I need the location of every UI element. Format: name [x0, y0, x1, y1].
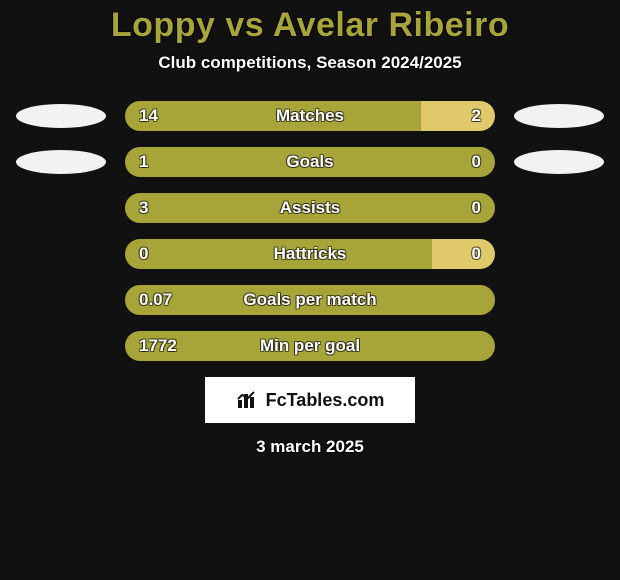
player-left-ellipse	[16, 104, 106, 128]
stat-row: Goals per match 0.07	[0, 285, 620, 315]
stat-label: Hattricks	[274, 244, 347, 264]
stat-value-left: 3	[139, 198, 148, 218]
bar-right-segment	[432, 239, 495, 269]
stat-value-right: 0	[472, 244, 481, 264]
stat-bar: Hattricks 0 0	[125, 239, 495, 269]
page-title: Loppy vs Avelar Ribeiro	[0, 6, 620, 45]
player-right-ellipse	[514, 150, 604, 174]
chart-icon	[236, 390, 260, 410]
stat-value-right: 2	[472, 106, 481, 126]
stat-label: Assists	[280, 198, 340, 218]
stat-bar: Assists 3 0	[125, 193, 495, 223]
stat-bar: Goals per match 0.07	[125, 285, 495, 315]
bar-left-segment	[125, 101, 421, 131]
player-right-ellipse	[514, 104, 604, 128]
comparison-infographic: Loppy vs Avelar Ribeiro Club competition…	[0, 0, 620, 580]
stat-label: Min per goal	[260, 336, 360, 356]
stat-row: Goals 1 0	[0, 147, 620, 177]
stat-value-left: 0	[139, 244, 148, 264]
stat-row: Assists 3 0	[0, 193, 620, 223]
player-left-ellipse	[16, 150, 106, 174]
stat-bar: Matches 14 2	[125, 101, 495, 131]
stat-label: Matches	[276, 106, 344, 126]
stat-label: Goals per match	[243, 290, 376, 310]
stat-row: Hattricks 0 0	[0, 239, 620, 269]
stat-bar: Goals 1 0	[125, 147, 495, 177]
bar-right-segment	[421, 101, 495, 131]
stats-rows: Matches142Goals10Assists30Hattricks00Goa…	[0, 101, 620, 361]
date-text: 3 march 2025	[0, 437, 620, 457]
stat-row: Matches 14 2	[0, 101, 620, 131]
stat-value-right: 0	[472, 152, 481, 172]
brand-badge: FcTables.com	[205, 377, 415, 423]
subtitle: Club competitions, Season 2024/2025	[0, 53, 620, 73]
stat-value-right: 0	[472, 198, 481, 218]
stat-bar: Min per goal 1772	[125, 331, 495, 361]
stat-label: Goals	[286, 152, 333, 172]
stat-value-left: 14	[139, 106, 158, 126]
stat-row: Min per goal 1772	[0, 331, 620, 361]
stat-value-left: 1772	[139, 336, 177, 356]
brand-text: FcTables.com	[266, 390, 385, 411]
stat-value-left: 1	[139, 152, 148, 172]
stat-value-left: 0.07	[139, 290, 172, 310]
